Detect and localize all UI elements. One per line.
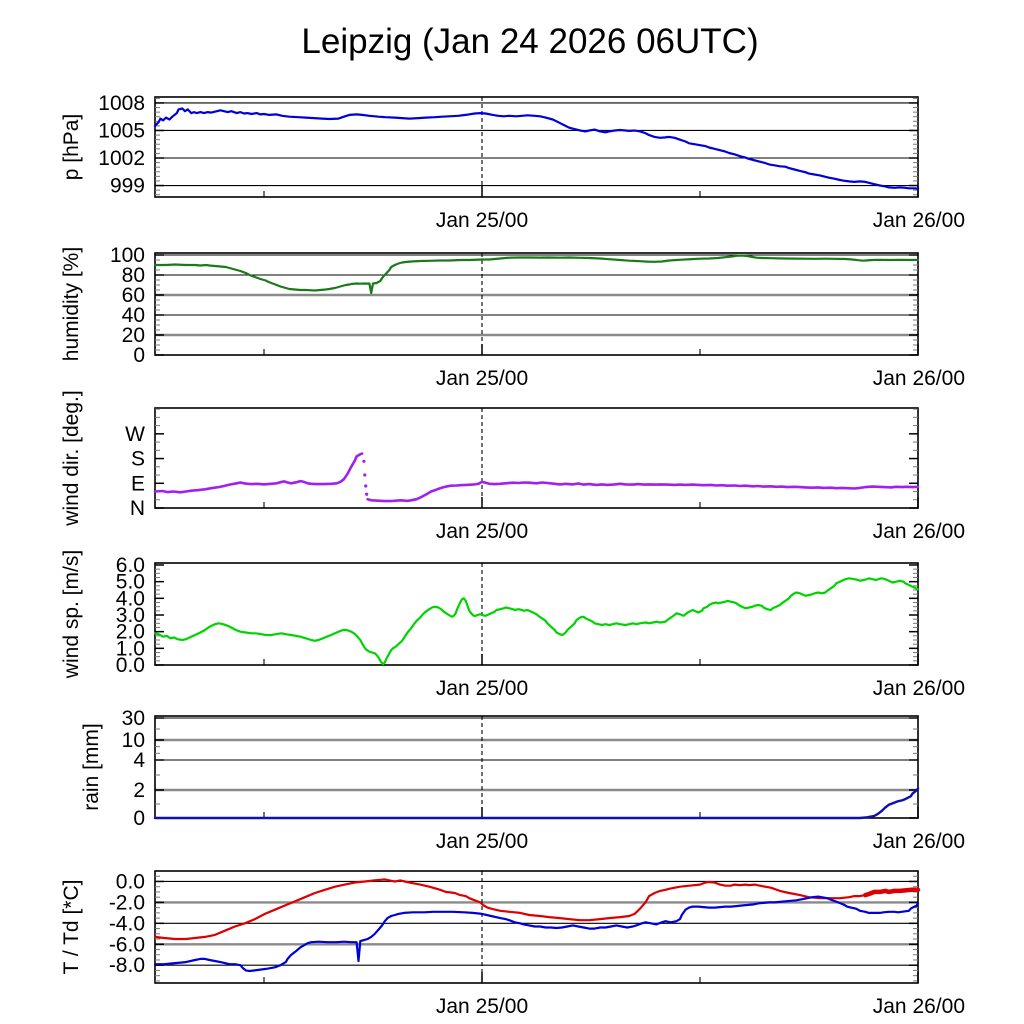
- panel-pressure: 1008 1005 1002 999 Jan 25/00 Jan 26/00 p [hPa]: [60, 92, 965, 232]
- series-temperature-bold-tail: [863, 887, 921, 898]
- panel-wind_speed: 6.05.04.03.02.01.00.0 Jan 25/00 Jan 26/00 w…: [60, 550, 965, 700]
- ytick-label-temperature: -2.0: [109, 891, 145, 914]
- series-wind-direction-seg1: [366, 480, 920, 503]
- ytick-label-wind_dir: W: [125, 423, 145, 446]
- ylabel-wind_dir: wind dir. [deg.]: [60, 390, 83, 526]
- ylabel-pressure: p [hPa]: [60, 114, 83, 181]
- frame-wind_dir: [154, 407, 919, 509]
- ytick-label-rain: 10: [122, 729, 145, 752]
- xtick-label-wind_speed: Jan 25/00: [436, 677, 528, 700]
- ytick-label-pressure: 999: [110, 175, 145, 198]
- xtick-label-rain: Jan 25/00: [436, 830, 528, 853]
- ytick-label-wind_speed: 6.0: [116, 554, 145, 577]
- frame-temperature: [154, 870, 919, 984]
- ytick-label-rain: 30: [122, 707, 145, 730]
- ytick-label-humidity: 60: [122, 284, 145, 307]
- ylabel-rain: rain [mm]: [80, 723, 103, 811]
- frame-humidity: [154, 252, 919, 356]
- series-wind-direction-dot: [365, 492, 369, 496]
- series-humidity: [153, 254, 920, 295]
- series-wind-direction-seg0: [153, 452, 364, 494]
- ytick-label-humidity: 20: [122, 324, 145, 347]
- xtick-label-wind_dir: Jan 25/00: [436, 520, 528, 543]
- series-wind-direction-dot: [363, 473, 367, 477]
- panel-temperature: 0.0-2.0-4.0-6.0-8.0 Jan 25/00 Jan 26/00 T /…: [60, 870, 965, 1018]
- ytick-label-wind_speed: 3.0: [116, 604, 145, 627]
- xtick-label-temperature: Jan 25/00: [436, 995, 528, 1018]
- ytick-label-wind_speed: 2.0: [116, 621, 145, 644]
- ytick-label-rain: 4: [133, 749, 145, 772]
- series-dewpoint: [153, 895, 920, 973]
- ytick-label-temperature: -4.0: [109, 912, 145, 935]
- series-rain-accum: [153, 787, 920, 820]
- ytick-label-humidity: 0: [133, 344, 145, 367]
- ytick-label-wind_speed: 1.0: [116, 637, 145, 660]
- xtick-label-humidity: Jan 25/00: [436, 367, 528, 390]
- series-wind-direction-dot: [364, 484, 368, 488]
- page-title: Leipzig (Jan 24 2026 06UTC): [301, 22, 759, 61]
- ytick-label-temperature: 0.0: [116, 870, 145, 893]
- frame-rain: [154, 715, 919, 819]
- xtick-label-rain: Jan 26/00: [873, 830, 965, 853]
- xtick-label-temperature: Jan 26/00: [873, 995, 965, 1018]
- series-wind-speed: [153, 577, 920, 666]
- ytick-label-wind_speed: 4.0: [116, 587, 145, 610]
- ytick-label-temperature: -6.0: [109, 933, 145, 956]
- ytick-label-wind_speed: 5.0: [116, 571, 145, 594]
- ytick-label-pressure: 1002: [98, 147, 145, 170]
- xtick-label-pressure: Jan 25/00: [436, 209, 528, 232]
- ytick-label-rain: 2: [133, 779, 145, 802]
- ytick-label-pressure: 1008: [98, 92, 145, 115]
- ytick-label-humidity: 80: [122, 264, 145, 287]
- ylabel-wind_speed: wind sp. [m/s]: [60, 550, 83, 679]
- series-pressure: [153, 107, 920, 190]
- ylabel-humidity: humidity [%]: [60, 247, 83, 361]
- series-temperature: [153, 878, 920, 941]
- frame-wind_speed: [154, 562, 919, 666]
- ytick-label-pressure: 1005: [98, 119, 145, 142]
- ytick-label-wind_speed: 0.0: [116, 654, 145, 677]
- ytick-label-humidity: 40: [122, 304, 145, 327]
- ytick-label-rain: 0: [133, 807, 145, 830]
- ytick-label-wind_dir: N: [130, 497, 145, 520]
- ytick-label-wind_dir: E: [131, 472, 145, 495]
- ytick-label-humidity: 100: [110, 244, 145, 267]
- xtick-label-pressure: Jan 26/00: [873, 209, 965, 232]
- xtick-label-wind_speed: Jan 26/00: [873, 677, 965, 700]
- xtick-label-wind_dir: Jan 26/00: [873, 520, 965, 543]
- series-wind-direction-dot: [362, 459, 366, 463]
- xtick-label-humidity: Jan 26/00: [873, 367, 965, 390]
- ylabel-temperature: T / Td [*C]: [60, 880, 83, 975]
- frame-pressure: [154, 96, 919, 198]
- ytick-label-temperature: -8.0: [109, 954, 145, 977]
- ytick-label-wind_dir: S: [131, 448, 145, 471]
